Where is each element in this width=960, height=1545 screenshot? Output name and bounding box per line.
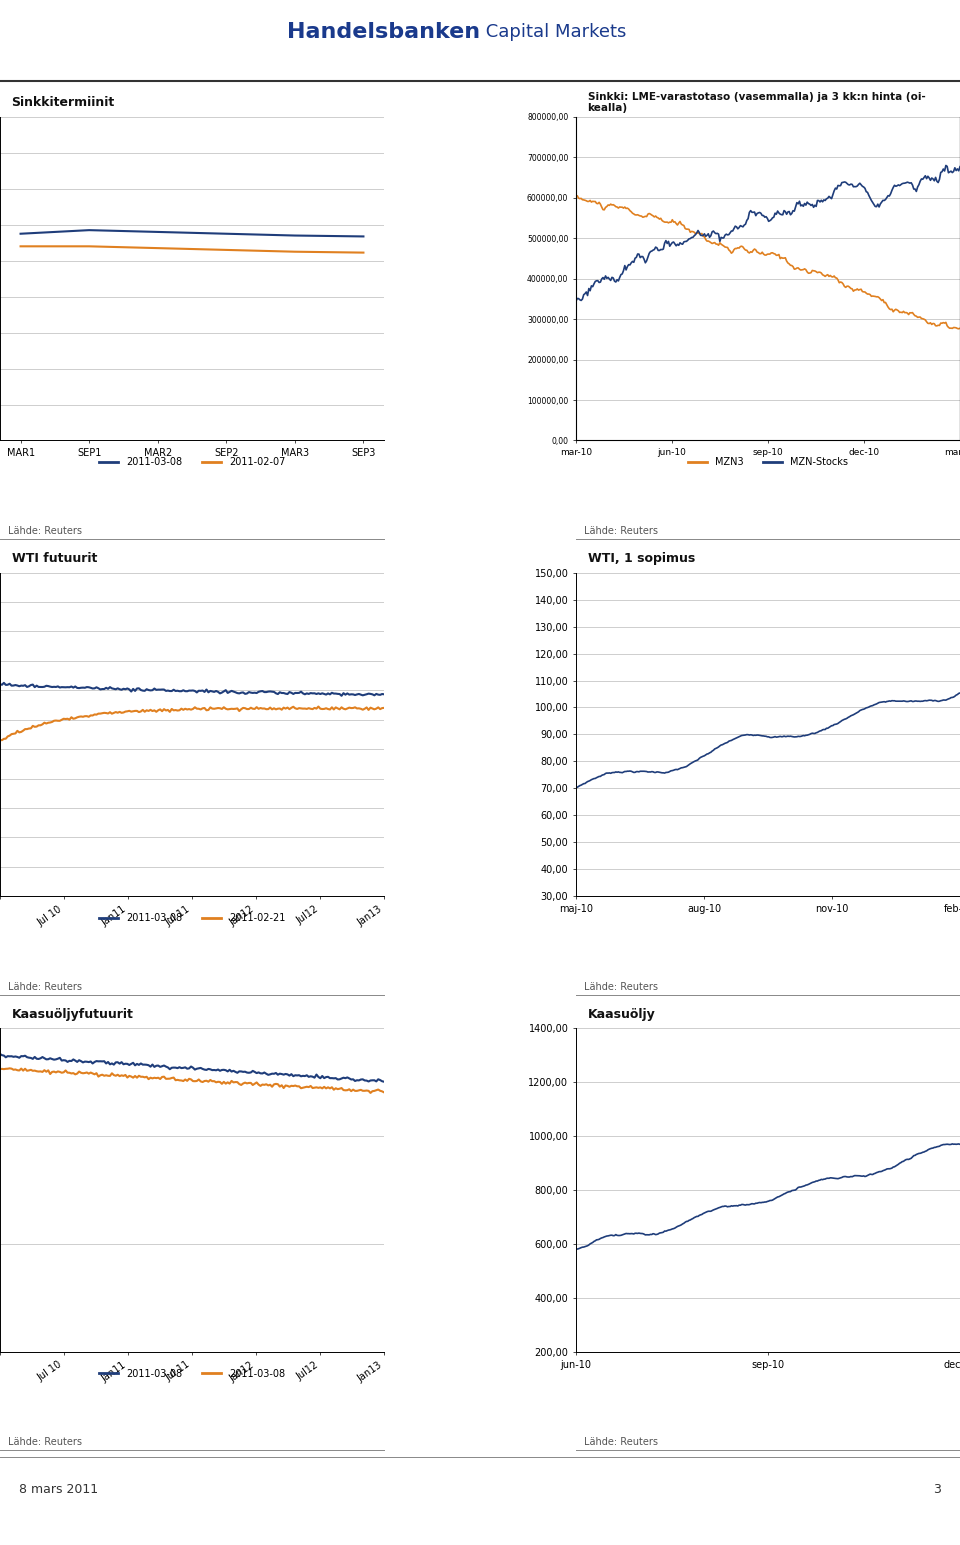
Text: Lähde: Reuters: Lähde: Reuters [584,1437,658,1448]
Text: 3: 3 [933,1483,941,1496]
Text: Lähde: Reuters: Lähde: Reuters [8,1437,82,1448]
Text: Lähde: Reuters: Lähde: Reuters [8,525,82,536]
Legend: 2011-03-08, 2011-02-07: 2011-03-08, 2011-02-07 [95,453,289,471]
Text: Capital Markets: Capital Markets [480,23,626,42]
Text: Lähde: Reuters: Lähde: Reuters [584,525,658,536]
Text: Lähde: Reuters: Lähde: Reuters [584,981,658,992]
Text: Handelsbanken: Handelsbanken [287,22,480,42]
Text: Lähde: Reuters: Lähde: Reuters [8,981,82,992]
Text: Kaasuöljy: Kaasuöljy [588,1007,656,1021]
Text: 8 mars 2011: 8 mars 2011 [19,1483,98,1496]
Text: Sinkkitermiinit: Sinkkitermiinit [12,96,115,110]
Legend: MZN3, MZN-Stocks: MZN3, MZN-Stocks [684,453,852,471]
Text: Kaasuöljyfutuurit: Kaasuöljyfutuurit [12,1007,133,1021]
Legend: 2011-03-08, 2011-03-08: 2011-03-08, 2011-03-08 [95,1364,289,1383]
Legend: 2011-03-08, 2011-02-21: 2011-03-08, 2011-02-21 [95,908,289,927]
Text: WTI futuurit: WTI futuurit [12,552,97,565]
Text: Sinkki: LME-varastotaso (vasemmalla) ja 3 kk:n hinta (oi-
kealla): Sinkki: LME-varastotaso (vasemmalla) ja … [588,91,925,113]
Text: WTI, 1 sopimus: WTI, 1 sopimus [588,552,695,565]
